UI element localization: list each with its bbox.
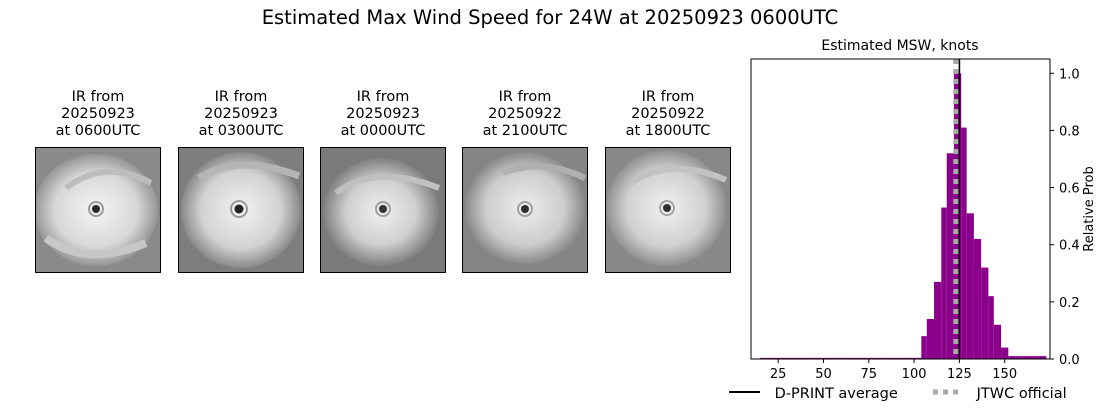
caption-time: at 1800UTC — [625, 123, 711, 139]
histogram-bar — [796, 357, 806, 359]
x-tick-label: 125 — [947, 367, 972, 382]
caption-time: at 0600UTC — [55, 123, 141, 139]
histogram-bar — [905, 357, 915, 359]
histogram-bar — [886, 357, 896, 359]
ir-panel: IR from 20250923 at 0600UTC — [35, 89, 161, 273]
ir-satellite-image — [320, 147, 446, 273]
histogram-bar — [769, 357, 779, 359]
ir-panel-caption: IR from 20250922 at 1800UTC — [605, 89, 731, 140]
legend-item-jtwc: JTWC official — [930, 386, 1067, 402]
caption-date: 20250922 — [488, 106, 562, 122]
bars-layer — [760, 73, 1047, 360]
y-tick-label: 1.0 — [1059, 67, 1080, 82]
legend-label-jtwc: JTWC official — [976, 386, 1067, 402]
caption-line: IR from — [356, 89, 410, 105]
ir-panel-caption: IR from 20250922 at 2100UTC — [462, 89, 588, 140]
caption-date: 20250923 — [61, 106, 135, 122]
caption-date: 20250922 — [631, 106, 705, 122]
histogram-bar — [993, 324, 1002, 359]
caption-line: IR from — [498, 89, 552, 105]
histogram-bar — [832, 357, 842, 359]
x-ticks: 25 50 75 100 125 150 — [770, 359, 1017, 382]
histogram-bar — [941, 207, 947, 359]
histogram-bar — [1022, 356, 1031, 359]
caption-date: 20250923 — [346, 106, 420, 122]
caption-time: at 2100UTC — [482, 123, 568, 139]
reference-lines-layer — [953, 59, 961, 359]
histogram-bar — [966, 213, 974, 359]
x-tick-label: 100 — [902, 367, 927, 382]
x-tick-label: 50 — [815, 367, 832, 382]
caption-date: 20250923 — [204, 106, 278, 122]
y-tick-label: 0.2 — [1059, 296, 1080, 311]
histogram-bar — [926, 319, 935, 359]
histogram-bar — [868, 357, 878, 359]
ir-satellite-image — [178, 147, 304, 273]
histogram-bar — [877, 357, 887, 359]
plot-frame — [750, 58, 1051, 360]
solid-line-icon — [729, 391, 760, 393]
histogram-bar — [859, 357, 869, 359]
histogram-bar — [953, 73, 962, 360]
x-tick-label: 25 — [770, 367, 787, 382]
caption-line: IR from — [641, 89, 695, 105]
ir-panel: IR from 20250923 at 0300UTC — [178, 89, 304, 273]
y-tick-label: 0.4 — [1059, 239, 1080, 254]
caption-line: IR from — [71, 89, 125, 105]
histogram-bar — [841, 357, 851, 359]
histogram-bar — [823, 357, 833, 359]
ir-panel: IR from 20250922 at 1800UTC — [605, 89, 731, 273]
histogram-bar — [814, 357, 824, 359]
y-tick-label: 0.8 — [1059, 124, 1080, 139]
ir-panel-caption: IR from 20250923 at 0300UTC — [178, 89, 304, 140]
histogram-bar — [961, 127, 967, 359]
histogram-bar — [946, 153, 954, 359]
dotted-line-icon — [933, 389, 962, 395]
histogram-bar — [1037, 356, 1047, 359]
histogram-bar — [973, 239, 982, 359]
ir-panel: IR from 20250923 at 0000UTC — [320, 89, 446, 273]
caption-time: at 0000UTC — [340, 123, 426, 139]
histogram-bar — [1015, 356, 1023, 359]
histogram-bar — [850, 357, 860, 359]
caption-line: IR from — [214, 89, 268, 105]
y-ticks: 0.0 0.2 0.4 0.6 0.8 1.0 — [1050, 67, 1080, 368]
x-tick-label: 150 — [992, 367, 1017, 382]
histogram-bar — [988, 296, 994, 359]
chart-title: Estimated MSW, knots — [821, 38, 978, 54]
legend-label-dprint: D-PRINT average — [774, 386, 898, 402]
ir-panel-caption: IR from 20250923 at 0000UTC — [320, 89, 446, 140]
histogram-bar — [914, 357, 922, 359]
histogram-bar — [760, 357, 770, 359]
histogram-bar — [778, 357, 788, 359]
histogram-bar — [787, 357, 797, 359]
caption-time: at 0300UTC — [198, 123, 284, 139]
legend-item-dprint: D-PRINT average — [728, 386, 898, 402]
histogram-bar — [895, 357, 906, 359]
histogram-bar — [1001, 347, 1009, 359]
histogram-bar — [934, 281, 942, 359]
y-tick-label: 0.6 — [1059, 182, 1080, 197]
y-tick-label: 0.0 — [1059, 353, 1080, 368]
histogram-bar — [805, 357, 815, 359]
histogram-bar — [1008, 356, 1016, 359]
histogram-bar — [921, 336, 927, 359]
ir-satellite-image — [35, 147, 161, 273]
histogram-bar — [1030, 356, 1038, 359]
ir-satellite-image — [605, 147, 731, 273]
x-tick-label: 75 — [861, 367, 878, 382]
y-axis-label: Relative Prob — [1082, 166, 1097, 251]
ir-panel-caption: IR from 20250923 at 0600UTC — [35, 89, 161, 140]
ir-satellite-image — [462, 147, 588, 273]
ir-panel: IR from 20250922 at 2100UTC — [462, 89, 588, 273]
histogram-bar — [981, 267, 989, 359]
figure-title: Estimated Max Wind Speed for 24W at 2025… — [261, 6, 839, 29]
